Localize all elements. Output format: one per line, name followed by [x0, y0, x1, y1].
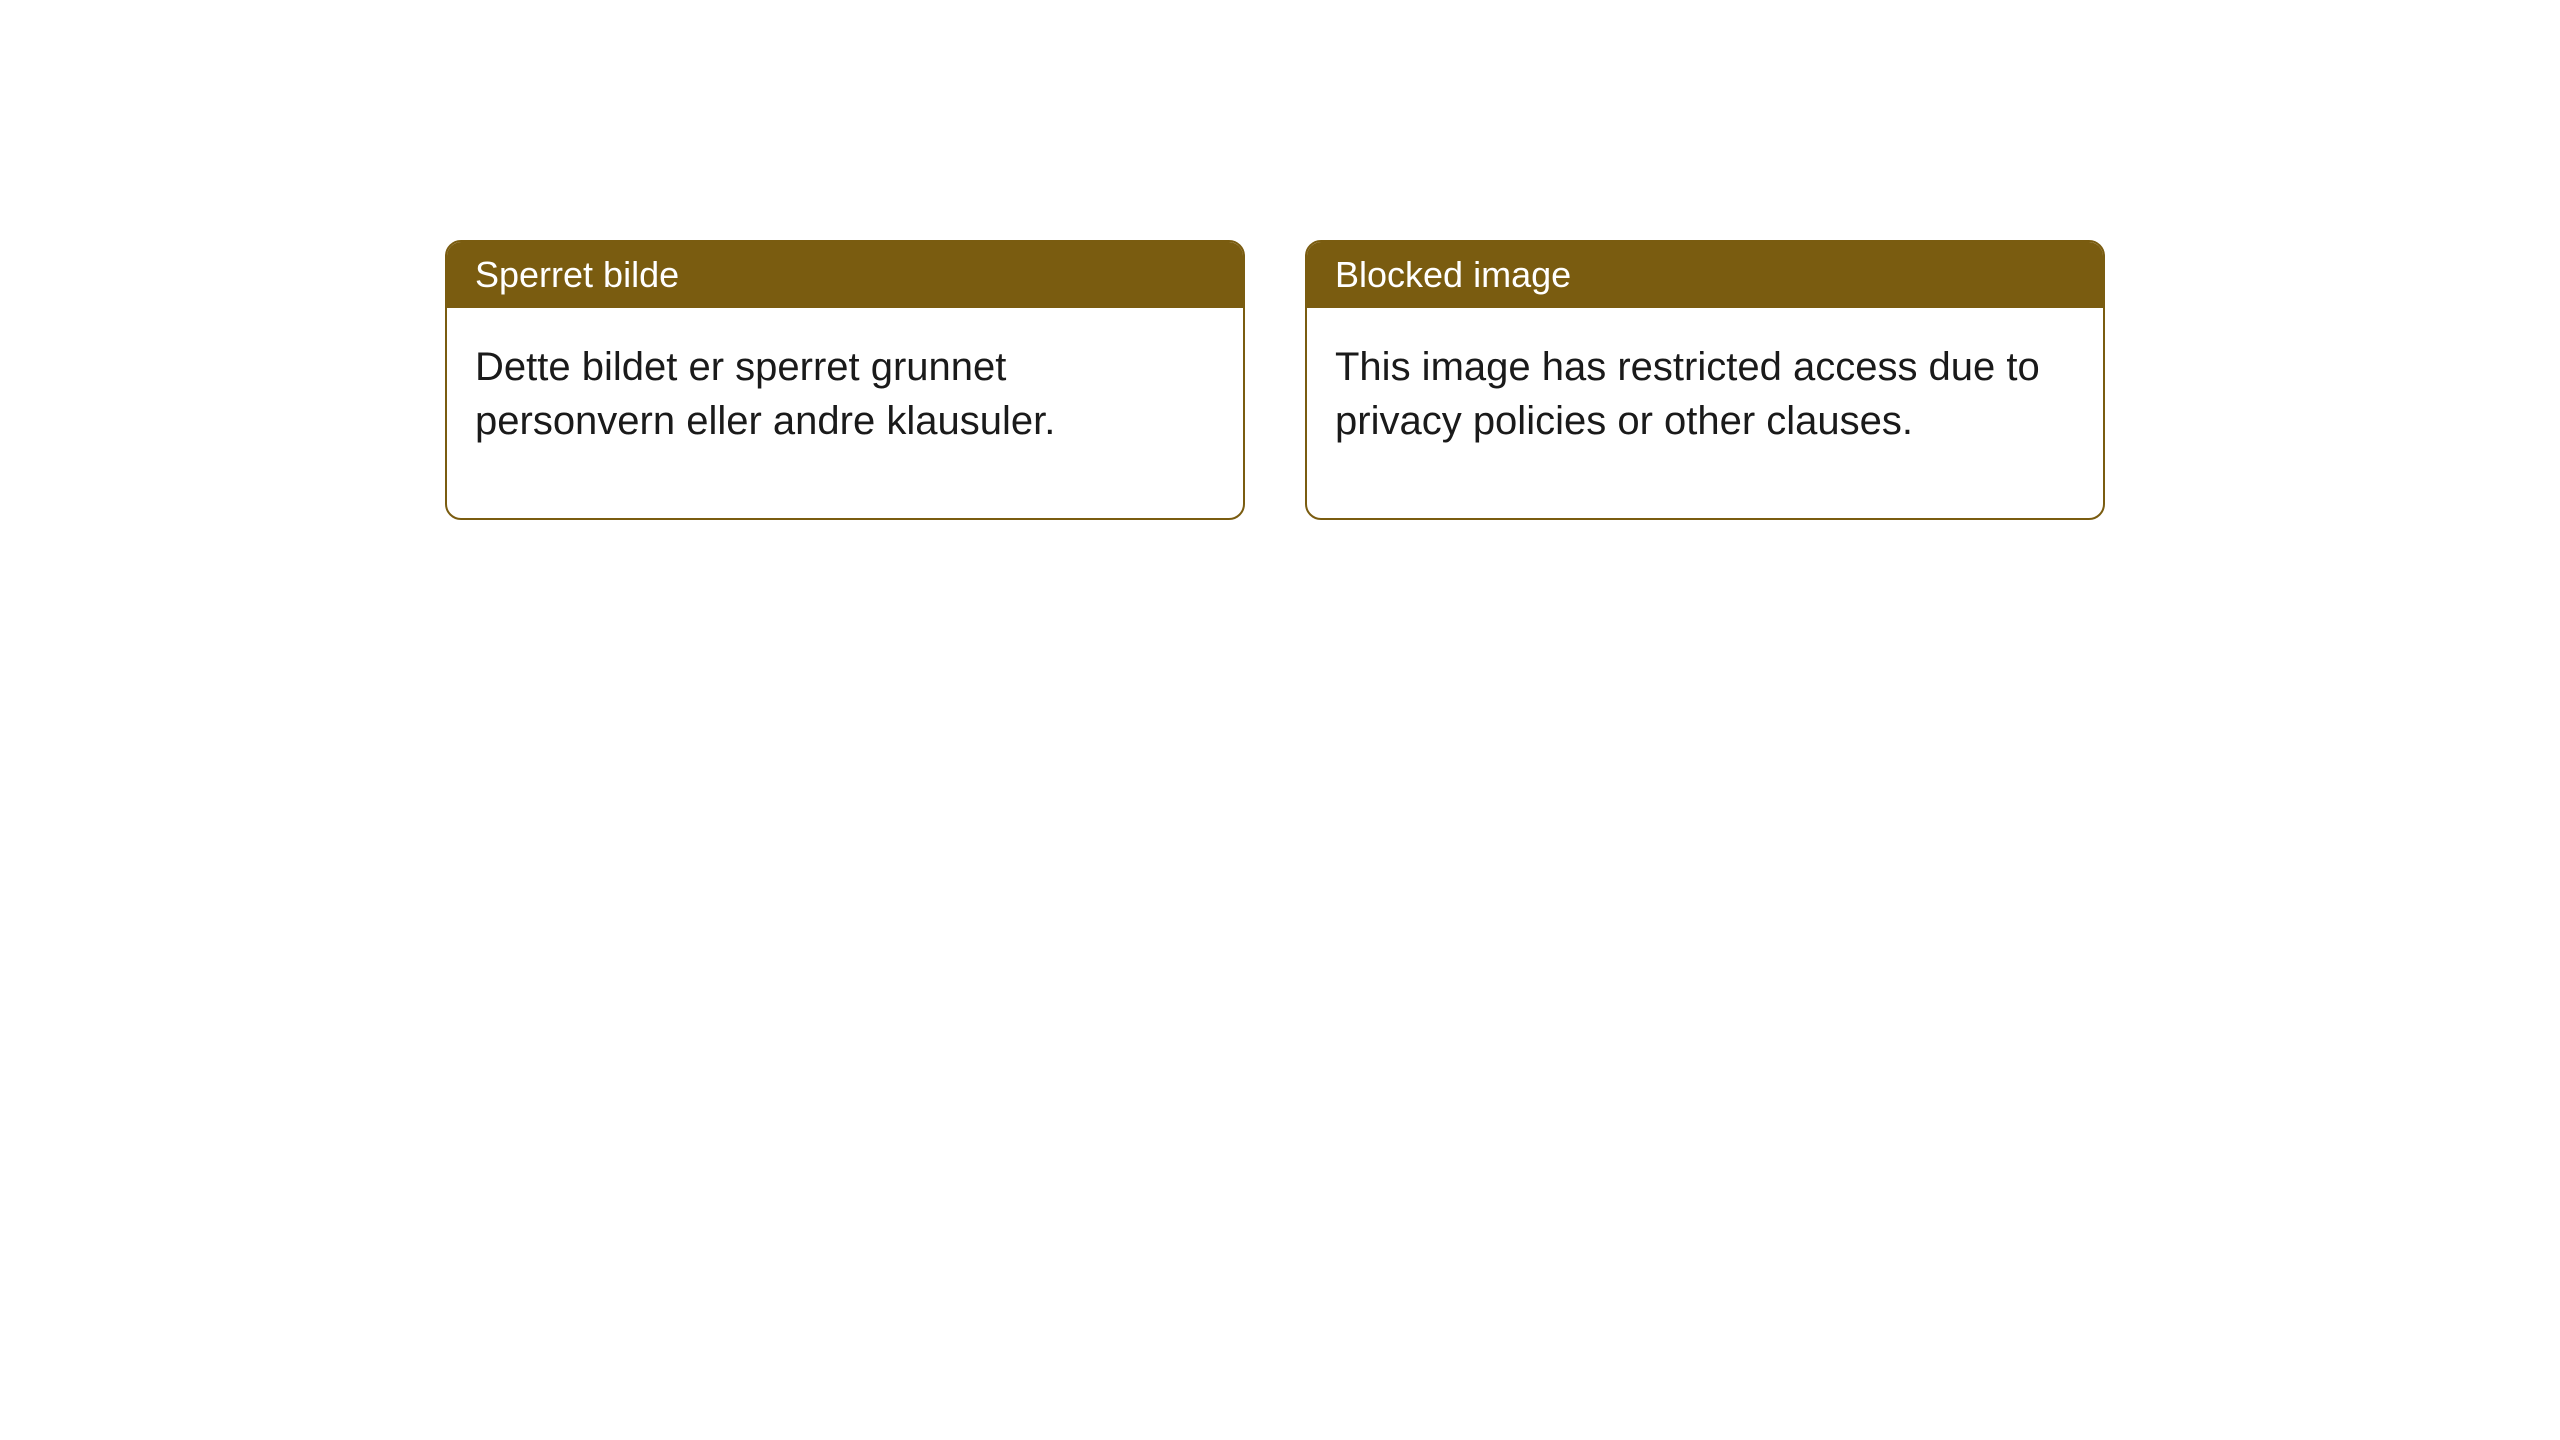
card-body-norwegian: Dette bildet er sperret grunnet personve…	[447, 308, 1243, 518]
card-header-english: Blocked image	[1307, 242, 2103, 308]
card-english: Blocked image This image has restricted …	[1305, 240, 2105, 520]
card-body-text: Dette bildet er sperret grunnet personve…	[475, 345, 1055, 443]
cards-container: Sperret bilde Dette bildet er sperret gr…	[445, 240, 2105, 520]
card-body-english: This image has restricted access due to …	[1307, 308, 2103, 518]
card-title: Blocked image	[1335, 254, 1571, 295]
card-title: Sperret bilde	[475, 254, 679, 295]
card-body-text: This image has restricted access due to …	[1335, 345, 2040, 443]
card-norwegian: Sperret bilde Dette bildet er sperret gr…	[445, 240, 1245, 520]
card-header-norwegian: Sperret bilde	[447, 242, 1243, 308]
